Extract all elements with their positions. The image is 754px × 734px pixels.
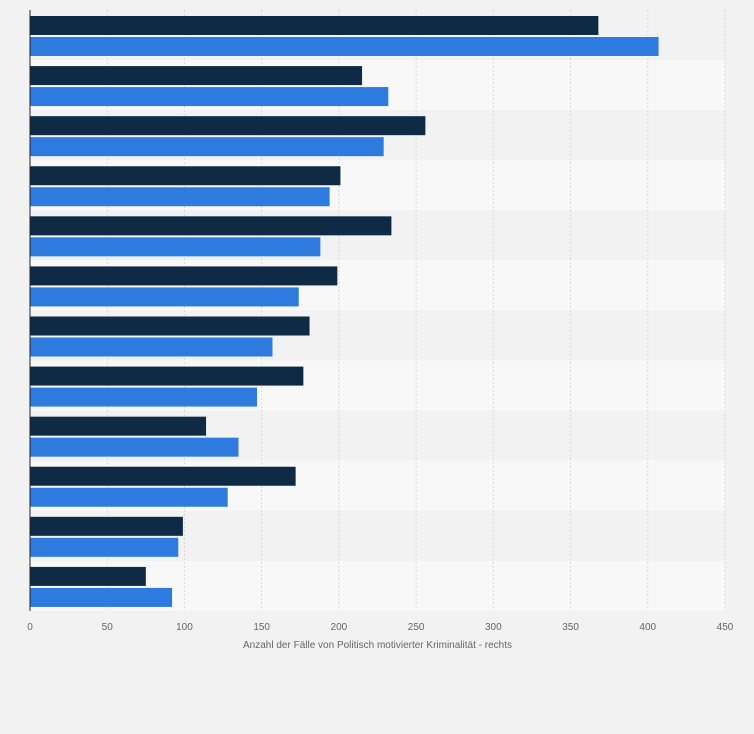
bar xyxy=(30,116,426,136)
bar xyxy=(30,266,338,286)
bar xyxy=(30,587,173,607)
bar xyxy=(30,37,659,56)
bar xyxy=(30,437,239,457)
bar xyxy=(30,337,273,357)
bar xyxy=(30,66,363,86)
bar xyxy=(30,537,179,557)
x-tick-label: 200 xyxy=(331,622,348,633)
x-tick-label: 300 xyxy=(485,622,502,633)
bar xyxy=(30,466,296,486)
x-tick-label: 150 xyxy=(253,622,270,633)
x-tick-label: 450 xyxy=(717,622,734,633)
x-tick-label: 400 xyxy=(639,622,656,633)
bars xyxy=(30,16,659,607)
x-tick-label: 50 xyxy=(102,622,114,633)
bar xyxy=(30,166,341,186)
bar xyxy=(30,416,207,436)
row-bands xyxy=(30,10,725,611)
bar xyxy=(30,516,183,536)
bar xyxy=(30,216,392,236)
bar xyxy=(30,187,330,207)
x-axis-title: Anzahl der Fälle von Politisch motiviert… xyxy=(243,640,512,651)
bar xyxy=(30,316,310,336)
bar xyxy=(30,387,258,407)
bar xyxy=(30,16,599,35)
bar xyxy=(30,366,304,386)
bar xyxy=(30,87,389,107)
bar xyxy=(30,287,299,307)
bar xyxy=(30,137,384,157)
bar xyxy=(30,487,228,507)
x-tick-label: 250 xyxy=(408,622,425,633)
x-tick-labels: 0 50 100 150 200 250 300 350 400 450 xyxy=(27,622,734,633)
bar xyxy=(30,566,146,586)
x-tick-label: 0 xyxy=(27,622,33,633)
grid-lines xyxy=(106,10,726,611)
x-tick-label: 100 xyxy=(176,622,193,633)
bar xyxy=(30,237,321,257)
x-tick-label: 350 xyxy=(562,622,579,633)
